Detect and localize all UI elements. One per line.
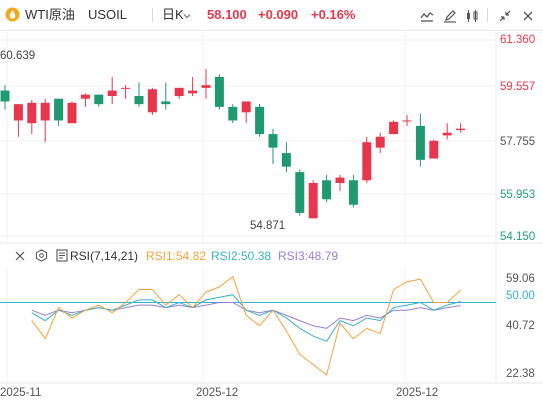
period-selector[interactable]: 日K — [162, 7, 184, 22]
collapse-icon[interactable] — [498, 9, 512, 23]
candle-body — [80, 94, 90, 99]
candle-body — [228, 106, 238, 121]
x-axis-label: 2025-12 — [196, 387, 239, 399]
last-price: 58.100 — [207, 7, 247, 22]
draw-pen-icon[interactable] — [443, 9, 457, 23]
candle-body — [161, 101, 171, 105]
rsi3-value: RSI3:48.79 — [278, 249, 339, 263]
rsi2-value: RSI2:50.38 — [211, 249, 272, 263]
rsi-axis-label: 59.06 — [506, 273, 535, 285]
candle-body — [402, 120, 412, 122]
candle-body — [214, 76, 224, 107]
rsi-axis-label: 40.72 — [506, 320, 535, 332]
candle-body — [295, 172, 305, 213]
candle-body — [308, 182, 318, 219]
candle-body — [335, 177, 345, 183]
collapse-x-icon[interactable] — [14, 250, 26, 262]
symbol-code[interactable]: USOIL — [88, 7, 128, 22]
price-axis-label: 57.755 — [500, 136, 536, 148]
candle-body — [121, 87, 131, 89]
high-price-annotation: 60.639 — [0, 50, 36, 62]
price-change-percent: +0.16% — [311, 7, 356, 22]
candle-body — [27, 102, 37, 124]
candle-body — [174, 87, 184, 96]
rsi1-line — [31, 275, 461, 376]
candle-body — [201, 85, 211, 88]
top-toolbar: WTI原油 USOIL 日K 58.100 +0.090 +0.16% — [0, 0, 543, 31]
chevron-down-icon[interactable] — [183, 12, 191, 20]
candle-body — [40, 102, 50, 121]
x-axis-label: 2025-11 — [0, 387, 42, 399]
candlestick-settings-icon[interactable] — [465, 9, 479, 23]
toolbar-divider — [487, 8, 488, 22]
price-axis-label: 59.557 — [500, 81, 536, 93]
rsi-indicator-name[interactable]: RSI(7,14,21) — [70, 249, 139, 263]
candle-body — [54, 98, 64, 121]
price-axis-label: 54.150 — [500, 231, 536, 243]
rsi-indicator-header: RSI(7,14,21) RSI1:54.82 RSI2:50.38 RSI3:… — [0, 244, 543, 268]
x-axis-label: 2025-12 — [396, 387, 439, 399]
candle-body — [389, 121, 399, 135]
indicator-menu-icon[interactable] — [56, 249, 68, 262]
rsi-axis-label: 22.38 — [506, 368, 535, 380]
close-icon[interactable] — [521, 9, 535, 23]
candle-body — [67, 102, 77, 124]
candle-body — [268, 134, 278, 148]
candle-body — [134, 96, 144, 105]
candle-body — [322, 180, 332, 200]
rsi2-line — [31, 294, 461, 342]
line-chart-icon[interactable] — [420, 9, 434, 23]
candle-body — [442, 132, 452, 136]
instrument-title[interactable]: WTI原油 — [25, 7, 75, 22]
price-axis-label: 55.953 — [500, 189, 536, 201]
candle-body — [107, 90, 117, 96]
settings-gear-icon[interactable] — [35, 249, 48, 262]
candle-body — [348, 180, 358, 205]
candle-body — [429, 140, 439, 159]
candle-body — [362, 142, 372, 181]
candle-body — [188, 90, 198, 94]
candle-body — [415, 125, 425, 160]
price-axis-label: 61.360 — [500, 34, 536, 46]
low-price-annotation: 54.871 — [250, 220, 286, 232]
candle-body — [375, 136, 385, 148]
candle-body — [0, 90, 10, 102]
candle-body — [281, 153, 291, 167]
price-change: +0.090 — [258, 7, 299, 22]
rsi1-value: RSI1:54.82 — [146, 249, 207, 263]
candle-body — [147, 89, 157, 113]
candle-body — [241, 101, 251, 113]
toolbar-divider — [152, 8, 153, 22]
candle-body — [255, 106, 265, 135]
rsi-axis-label: 50.00 — [506, 290, 535, 302]
oil-logo-icon — [5, 7, 20, 22]
candle-body — [94, 94, 104, 105]
candle-body — [13, 104, 23, 121]
candle-body — [456, 128, 466, 130]
